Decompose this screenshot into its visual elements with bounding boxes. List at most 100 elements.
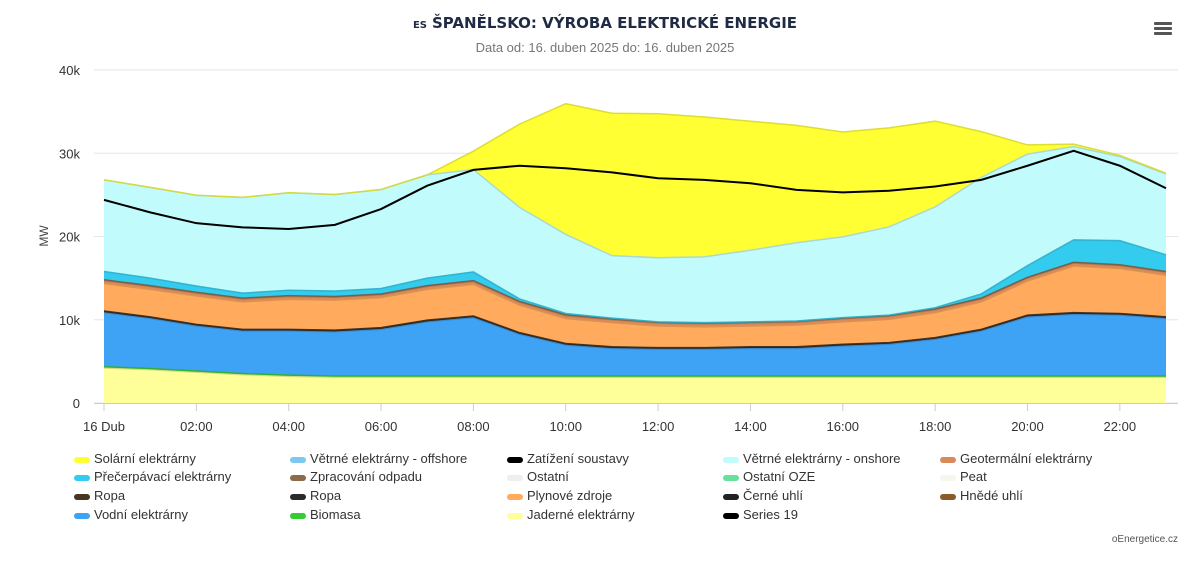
legend-label: Větrné elektrárny - offshore bbox=[310, 451, 467, 466]
area-edge bbox=[103, 310, 1167, 349]
legend-item[interactable]: Peat bbox=[940, 469, 987, 484]
area-jadern-elektr-rny bbox=[104, 368, 1166, 403]
y-tick-label: 30k bbox=[59, 146, 80, 161]
legend-item[interactable]: Ropa bbox=[74, 488, 126, 503]
axes: 0 10k 20k 30k 40k 16 Dub 02:00 04:00 06:00 08:00 1… bbox=[59, 63, 1178, 434]
legend-swatch bbox=[74, 457, 90, 463]
legend-label: Ropa bbox=[94, 488, 126, 503]
legend-swatch bbox=[507, 475, 523, 481]
legend-item[interactable]: Ostatní bbox=[507, 469, 569, 484]
y-axis-title: MW bbox=[37, 225, 51, 247]
area-sol-rn-elektr-rny bbox=[104, 103, 1166, 258]
legend-label: Ropa bbox=[310, 488, 342, 503]
legend-swatch bbox=[723, 475, 739, 481]
line-zatizeni-soustavy bbox=[103, 149, 1167, 231]
x-tick-label: 16 Dub bbox=[83, 419, 125, 434]
menu-bar bbox=[1154, 22, 1172, 25]
legend-swatch bbox=[74, 475, 90, 481]
area-v-trn-elektr-rny-onshore bbox=[104, 146, 1166, 323]
legend-item[interactable]: Ropa bbox=[290, 488, 342, 503]
x-tick-label: 20:00 bbox=[1011, 419, 1044, 434]
menu-bar bbox=[1154, 27, 1172, 30]
area-edge bbox=[103, 311, 1167, 351]
legend-item[interactable]: Přečerpávací elektrárny bbox=[74, 469, 232, 484]
area-edge bbox=[103, 366, 1166, 377]
legend-swatch bbox=[723, 457, 739, 463]
legend-item[interactable]: Zpracování odpadu bbox=[290, 469, 422, 484]
area-edge bbox=[103, 265, 1167, 328]
legend-swatch bbox=[940, 494, 956, 500]
load-lines bbox=[103, 149, 1167, 231]
x-tick-label: 16:00 bbox=[827, 419, 860, 434]
legend-swatch bbox=[723, 513, 739, 519]
credit-text: oEnergetice.cz bbox=[1112, 534, 1178, 545]
x-tick-label: 18:00 bbox=[919, 419, 952, 434]
legend-item[interactable]: Černé uhlí bbox=[723, 488, 803, 503]
legend-swatch bbox=[940, 457, 956, 463]
legend-label: Jaderné elektrárny bbox=[527, 507, 635, 522]
chart-title-text: ŠPANĚLSKO: VÝROBA ELEKTRICKÉ ENERGIE bbox=[432, 13, 797, 32]
stacked-areas bbox=[103, 102, 1167, 403]
legend-swatch bbox=[290, 513, 306, 519]
legend-label: Černé uhlí bbox=[743, 488, 803, 503]
legend-label: Plynové zdroje bbox=[527, 488, 612, 503]
x-tick-label: 08:00 bbox=[457, 419, 490, 434]
area-geoterm-ln-elektr-rny bbox=[104, 263, 1166, 327]
legend-label: Zatížení soustavy bbox=[527, 451, 629, 466]
area-edge bbox=[103, 367, 1166, 378]
legend-swatch bbox=[290, 457, 306, 463]
legend-label: Vodní elektrárny bbox=[94, 507, 188, 522]
legend-label: Geotermální elektrárny bbox=[960, 451, 1093, 466]
x-tick-label: 14:00 bbox=[734, 419, 767, 434]
area-plynov-zdroje bbox=[104, 266, 1166, 348]
legend-item[interactable]: Biomasa bbox=[290, 507, 361, 522]
x-tick-label: 06:00 bbox=[365, 419, 398, 434]
chart-subtitle: Data od: 16. duben 2025 do: 16. duben 20… bbox=[476, 40, 735, 55]
legend-label: Ostatní OZE bbox=[743, 469, 816, 484]
hamburger-menu-icon[interactable] bbox=[1152, 20, 1174, 42]
legend-swatch bbox=[507, 513, 523, 519]
legend-item[interactable]: Plynové zdroje bbox=[507, 488, 612, 503]
legend-label: Biomasa bbox=[310, 507, 361, 522]
y-tick-label: 10k bbox=[59, 313, 80, 328]
legend-item[interactable]: Jaderné elektrárny bbox=[507, 507, 635, 522]
legend-item[interactable]: Hnědé uhlí bbox=[940, 488, 1023, 503]
legend-item[interactable]: Series 19 bbox=[723, 507, 798, 522]
legend-swatch bbox=[74, 513, 90, 519]
legend-label: Hnědé uhlí bbox=[960, 488, 1023, 503]
legend-item[interactable]: Geotermální elektrárny bbox=[940, 451, 1093, 466]
legend-label: Solární elektrárny bbox=[94, 451, 196, 466]
chart-title-prefix: ES bbox=[413, 20, 427, 31]
x-tick-label: 02:00 bbox=[180, 419, 213, 434]
legend-swatch bbox=[723, 494, 739, 500]
legend-swatch bbox=[940, 475, 956, 481]
legend-swatch bbox=[74, 494, 90, 500]
legend-item[interactable]: Větrné elektrárny - onshore bbox=[723, 451, 901, 466]
legend-label: Peat bbox=[960, 469, 987, 484]
legend-item[interactable]: Solární elektrárny bbox=[74, 451, 196, 466]
area-edge bbox=[103, 239, 1167, 324]
legend-item[interactable]: Zatížení soustavy bbox=[507, 451, 629, 466]
y-tick-label: 20k bbox=[59, 230, 80, 245]
legend-swatch bbox=[507, 494, 523, 500]
legend: Solární elektrárny Větrné elektrárny - of… bbox=[74, 451, 1093, 522]
chart-title: ES ŠPANĚLSKO: VÝROBA ELEKTRICKÉ ENERGIE bbox=[413, 13, 797, 32]
menu-bar bbox=[1154, 32, 1172, 35]
area-edge bbox=[103, 262, 1167, 325]
legend-label: Ostatní bbox=[527, 469, 569, 484]
y-tick-label: 0 bbox=[73, 396, 80, 411]
area-edge bbox=[103, 102, 1167, 199]
area-vodn-elektr-rny bbox=[104, 312, 1166, 376]
legend-label: Zpracování odpadu bbox=[310, 469, 422, 484]
legend-item[interactable]: Ostatní OZE bbox=[723, 469, 816, 484]
legend-item[interactable]: Větrné elektrárny - offshore bbox=[290, 451, 467, 466]
legend-swatch bbox=[290, 494, 306, 500]
legend-label: Series 19 bbox=[743, 507, 798, 522]
legend-label: Přečerpávací elektrárny bbox=[94, 469, 232, 484]
legend-swatch bbox=[290, 475, 306, 481]
legend-label: Větrné elektrárny - onshore bbox=[743, 451, 901, 466]
y-tick-label: 40k bbox=[59, 63, 80, 78]
legend-item[interactable]: Vodní elektrárny bbox=[74, 507, 188, 522]
x-tick-label: 12:00 bbox=[642, 419, 675, 434]
